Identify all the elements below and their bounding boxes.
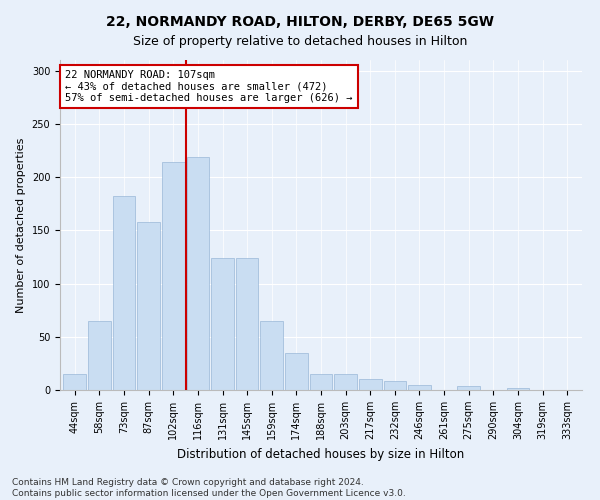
- Bar: [506, 388, 529, 390]
- Bar: [383, 382, 406, 390]
- Bar: [113, 196, 136, 390]
- Bar: [64, 374, 86, 390]
- Bar: [211, 258, 234, 390]
- Bar: [408, 384, 431, 390]
- Text: Size of property relative to detached houses in Hilton: Size of property relative to detached ho…: [133, 35, 467, 48]
- Bar: [359, 380, 382, 390]
- Y-axis label: Number of detached properties: Number of detached properties: [16, 138, 26, 312]
- Text: 22 NORMANDY ROAD: 107sqm
← 43% of detached houses are smaller (472)
57% of semi-: 22 NORMANDY ROAD: 107sqm ← 43% of detach…: [65, 70, 353, 103]
- Text: 22, NORMANDY ROAD, HILTON, DERBY, DE65 5GW: 22, NORMANDY ROAD, HILTON, DERBY, DE65 5…: [106, 15, 494, 29]
- Bar: [334, 374, 357, 390]
- Bar: [260, 321, 283, 390]
- Bar: [162, 162, 185, 390]
- Bar: [187, 157, 209, 390]
- Text: Contains HM Land Registry data © Crown copyright and database right 2024.
Contai: Contains HM Land Registry data © Crown c…: [12, 478, 406, 498]
- X-axis label: Distribution of detached houses by size in Hilton: Distribution of detached houses by size …: [178, 448, 464, 460]
- Bar: [88, 321, 111, 390]
- Bar: [285, 352, 308, 390]
- Bar: [137, 222, 160, 390]
- Bar: [236, 258, 259, 390]
- Bar: [457, 386, 480, 390]
- Bar: [310, 374, 332, 390]
